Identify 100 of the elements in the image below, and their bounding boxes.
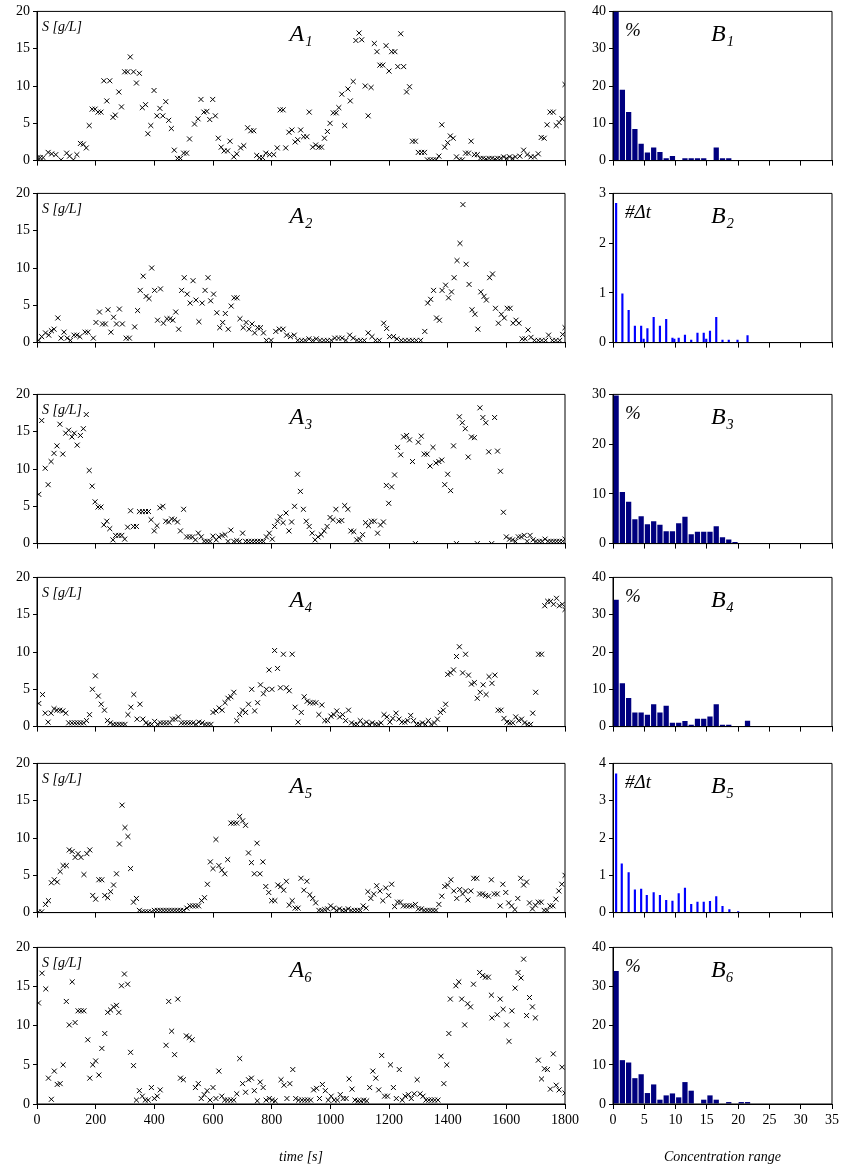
y-tick-label: 0: [23, 718, 30, 734]
x-tick-label: 0: [33, 1112, 41, 1128]
annotation: #Δt: [625, 201, 652, 223]
y-tick-label: 15: [16, 423, 30, 439]
x-tick-label: 30: [793, 1112, 808, 1128]
y-tick-label: 10: [592, 1056, 606, 1072]
annotation: %: [625, 402, 641, 424]
y-tick-label: 5: [23, 1056, 30, 1072]
y-tick-label: 15: [16, 792, 30, 808]
x-tick-label: 35: [825, 1112, 839, 1128]
annotation: %: [625, 955, 641, 977]
chart-title: B₁: [710, 20, 735, 47]
annotation: S [g/L]: [42, 402, 83, 418]
annotation: S [g/L]: [42, 585, 83, 601]
y-tick-label: 40: [592, 3, 606, 19]
y-tick-label: 10: [592, 114, 606, 130]
y-tick-label: 20: [16, 569, 30, 585]
y-tick-label: 40: [592, 569, 606, 585]
y-tick-label: 0: [23, 535, 30, 551]
x-tick-label: 5: [640, 1112, 648, 1128]
y-tick-label: 10: [16, 1017, 30, 1033]
x-tick-label: 1000: [316, 1112, 345, 1128]
y-tick-label: 10: [16, 460, 30, 476]
y-tick-label: 5: [23, 296, 30, 312]
y-tick-label: 30: [592, 386, 606, 402]
annotation: S [g/L]: [42, 771, 83, 787]
y-tick-label: 5: [23, 680, 30, 696]
chart-title: B₃: [710, 403, 735, 430]
y-tick-label: 0: [23, 334, 30, 350]
y-tick-label: 20: [16, 185, 30, 201]
chart-title: A₄: [287, 586, 313, 613]
y-tick-label: 20: [592, 1017, 606, 1033]
y-tick-label: 3: [599, 792, 606, 808]
x-tick-label: 25: [762, 1112, 777, 1128]
chart-title: B₄: [710, 586, 735, 613]
y-tick-label: 0: [599, 718, 606, 734]
x-axis-title: time [s]: [279, 1149, 323, 1165]
y-tick-label: 2: [599, 234, 606, 250]
chart-title: A₆: [287, 956, 313, 983]
x-tick-label: 1200: [375, 1112, 403, 1128]
y-tick-label: 0: [599, 535, 606, 551]
chart-title: A₅: [287, 772, 313, 799]
y-tick-label: 20: [592, 435, 606, 451]
y-tick-label: 30: [592, 606, 606, 622]
y-tick-label: 5: [23, 866, 30, 882]
x-tick-label: 1600: [492, 1112, 521, 1128]
y-tick-label: 0: [599, 904, 606, 920]
y-tick-label: 0: [599, 1095, 606, 1111]
x-tick-label: 15: [699, 1112, 714, 1128]
annotation: S [g/L]: [42, 19, 83, 35]
annotation: %: [625, 19, 641, 41]
x-tick-label: 1400: [433, 1112, 462, 1128]
y-tick-label: 15: [16, 606, 30, 622]
y-tick-label: 0: [599, 334, 606, 350]
x-tick-label: 0: [609, 1112, 617, 1128]
annotation: %: [625, 585, 641, 607]
y-tick-label: 15: [16, 40, 30, 56]
y-tick-label: 0: [23, 1095, 30, 1111]
x-tick-label: 800: [261, 1112, 283, 1128]
annotation: S [g/L]: [42, 955, 83, 971]
x-tick-label: 10: [668, 1112, 683, 1128]
chart-title: A₁: [287, 20, 313, 47]
chart-title: A₂: [287, 202, 313, 229]
y-tick-label: 15: [16, 222, 30, 238]
y-tick-label: 2: [599, 829, 606, 845]
y-tick-label: 10: [16, 77, 30, 93]
x-tick-label: 20: [731, 1112, 746, 1128]
y-tick-label: 10: [592, 485, 606, 501]
chart-title: A₃: [287, 403, 313, 430]
x-tick-label: 1800: [551, 1112, 579, 1128]
y-tick-label: 10: [592, 680, 606, 696]
y-tick-label: 10: [16, 829, 30, 845]
x-tick-label: 400: [143, 1112, 165, 1128]
y-tick-label: 4: [599, 755, 606, 771]
y-tick-label: 20: [16, 755, 30, 771]
y-tick-label: 20: [16, 3, 30, 19]
y-tick-label: 0: [599, 152, 606, 168]
chart-title: B₂: [710, 202, 735, 229]
y-tick-label: 10: [16, 259, 30, 275]
y-tick-label: 10: [16, 643, 30, 659]
y-tick-label: 20: [592, 77, 606, 93]
x-tick-label: 200: [85, 1112, 107, 1128]
y-tick-label: 0: [23, 904, 30, 920]
annotation: #Δt: [625, 771, 652, 793]
y-tick-label: 3: [599, 185, 606, 201]
y-tick-label: 15: [16, 978, 30, 994]
y-tick-label: 5: [23, 114, 30, 130]
y-tick-label: 40: [592, 939, 606, 955]
y-tick-label: 30: [592, 40, 606, 56]
y-tick-label: 1: [599, 284, 606, 300]
y-tick-label: 20: [16, 939, 30, 955]
y-tick-label: 1: [599, 866, 606, 882]
y-tick-label: 30: [592, 978, 606, 994]
chart-title: B₅: [710, 772, 735, 799]
chart-title: B₆: [710, 956, 735, 983]
x-axis-title: Concentration range: [663, 1149, 782, 1165]
y-tick-label: 0: [23, 152, 30, 168]
annotation: S [g/L]: [42, 201, 83, 217]
x-tick-label: 600: [202, 1112, 224, 1128]
y-tick-label: 20: [592, 643, 606, 659]
